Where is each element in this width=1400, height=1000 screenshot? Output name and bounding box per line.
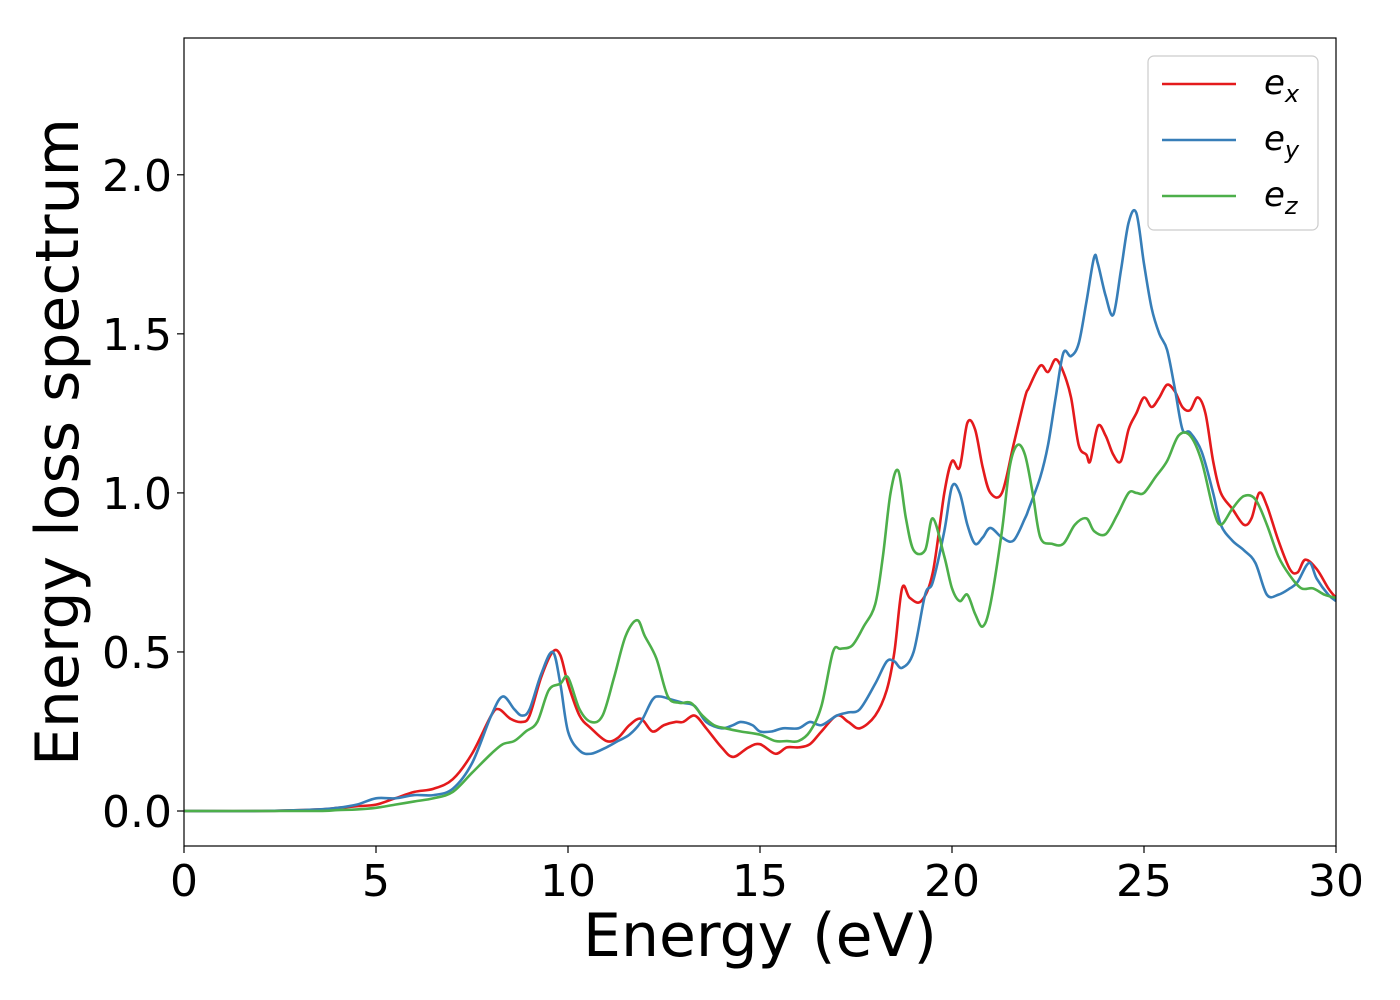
y-axis-label: Energy loss spectrum bbox=[23, 118, 93, 766]
legend-label-base: e bbox=[1264, 119, 1285, 159]
legend-label-subscript: x bbox=[1284, 80, 1300, 108]
x-tick-label: 0 bbox=[170, 856, 198, 907]
x-tick-label: 30 bbox=[1308, 856, 1364, 907]
x-axis-ticks: 0 5 10 15 20 25 30 bbox=[170, 846, 1364, 907]
legend-label-y: ey bbox=[1264, 119, 1300, 164]
y-tick-label: 2.0 bbox=[102, 151, 172, 202]
plot-lines bbox=[184, 208, 1336, 813]
legend-label-base: e bbox=[1264, 63, 1285, 103]
y-tick-label: 0.5 bbox=[102, 628, 172, 679]
y-tick-label: 1.5 bbox=[102, 310, 172, 361]
y-axis-ticks: 0.0 0.5 1.0 1.5 2.0 bbox=[102, 151, 184, 838]
legend-label-subscript: z bbox=[1284, 192, 1299, 220]
y-tick-label: 1.0 bbox=[102, 469, 172, 520]
legend-label-subscript: y bbox=[1284, 136, 1300, 164]
legend-label-x: ex bbox=[1264, 63, 1300, 108]
x-tick-label: 25 bbox=[1116, 856, 1172, 907]
x-tick-label: 5 bbox=[362, 856, 390, 907]
x-tick-label: 10 bbox=[540, 856, 596, 907]
legend-box bbox=[1147, 55, 1319, 231]
x-tick-label: 20 bbox=[924, 856, 980, 907]
series-line-y bbox=[184, 208, 1336, 813]
legend-label-base: e bbox=[1264, 175, 1285, 215]
x-tick-label: 15 bbox=[732, 856, 788, 907]
x-axis-label: Energy (eV) bbox=[583, 901, 937, 971]
series-line-z bbox=[184, 431, 1336, 813]
y-tick-label: 0.0 bbox=[102, 787, 172, 838]
legend-label-z: ez bbox=[1264, 175, 1299, 220]
